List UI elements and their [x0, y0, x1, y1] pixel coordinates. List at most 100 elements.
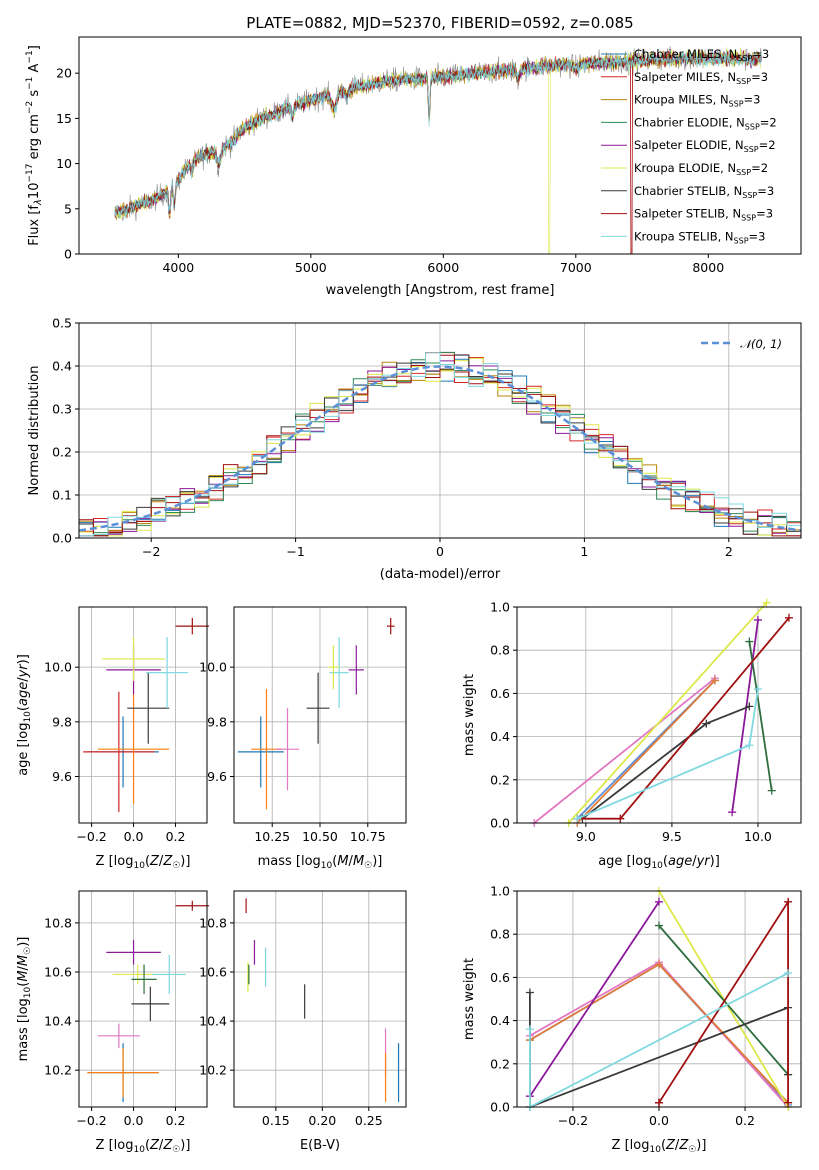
y-tick-label: 9.6 [52, 769, 72, 784]
legend-entry: Salpeter MILES, NSSP=3 [634, 70, 768, 86]
legend-nssp: =3 [744, 93, 761, 107]
weight-marker [753, 685, 762, 694]
y-tick-label: 10 [56, 156, 72, 171]
weight-marker [784, 1098, 793, 1107]
x-axis-label: Z [log10(Z/Z☉)] [96, 854, 191, 871]
legend-entry: Kroupa ELODIE, NSSP=2 [634, 161, 768, 177]
y-axis-label: age [log10(age/yr)] [16, 654, 33, 776]
legend-entry: Chabrier STELIB, NSSP=3 [634, 184, 774, 200]
y-tick-label: 10.6 [199, 965, 227, 980]
y-axis-label: mass [log10(M/M☉)] [16, 937, 33, 1062]
x-tick-label: 10.75 [350, 829, 386, 844]
weight-line-2 [576, 679, 716, 824]
y-tick-label: 1.0 [490, 600, 510, 615]
x-tick-label: 4000 [162, 260, 194, 275]
weight-line-4 [529, 901, 660, 1097]
x-tick-label: 0.2 [166, 829, 186, 844]
x-tick-label: −1 [286, 544, 304, 559]
x-tick-label: 0.20 [308, 1113, 336, 1128]
weight-marker [745, 702, 754, 711]
weight-marker [745, 637, 754, 646]
y-tick-label: 20 [56, 66, 72, 81]
legend-nssp: =3 [752, 47, 769, 61]
x-tick-label: 2 [725, 544, 733, 559]
weight-marker [655, 960, 663, 969]
y-tick-label: 0.0 [490, 1100, 510, 1115]
weight-line-5 [748, 641, 773, 791]
legend-subscript: SSP [742, 191, 757, 200]
weight-marker [655, 897, 663, 906]
legend-label: Kroupa STELIB, N [634, 229, 734, 243]
y-tick-label: 0.6 [490, 686, 510, 701]
x-tick-label: 0.15 [262, 1113, 290, 1128]
histograms [79, 351, 801, 537]
x-tick-label: 10.50 [302, 829, 338, 844]
legend-subscript: SSP [745, 122, 760, 131]
weight-line-7 [658, 898, 789, 1104]
y-tick-label: 5 [64, 201, 72, 216]
weight-line-4 [731, 619, 759, 813]
y-tick-label: 0.2 [490, 772, 510, 787]
legend-nssp: =3 [751, 70, 768, 84]
legend-entry: Chabrier ELODIE, NSSP=2 [634, 115, 777, 131]
weight-marker [655, 921, 663, 930]
x-tick-label: 10.0 [744, 829, 772, 844]
legend-nssp: =2 [759, 138, 776, 152]
y-tick-label: 0.0 [52, 531, 72, 546]
weight-marker [525, 1025, 534, 1034]
y-tick-label: 0.4 [52, 359, 72, 374]
y-tick-label: 0 [64, 247, 72, 262]
x-axis-label: age [log10(age/yr)] [598, 854, 720, 871]
legend-subscript: SSP [737, 54, 752, 63]
legend-label: Chabrier MILES, N [634, 47, 737, 61]
legend-nssp: =2 [760, 115, 777, 129]
legend-label: Kroupa ELODIE, N [634, 161, 736, 175]
weight-marker [767, 786, 776, 795]
legend-subscript: SSP [741, 214, 756, 223]
y-tick-label: 9.8 [207, 714, 227, 729]
weight-marker [753, 615, 762, 624]
x-tick-label: 0.0 [124, 829, 144, 844]
x-tick-label: 9.0 [576, 829, 596, 844]
x-tick-label: 0.2 [735, 1113, 755, 1128]
x-tick-label: 9.5 [662, 829, 682, 844]
legend-entry: Salpeter STELIB, NSSP=3 [634, 207, 773, 223]
weight-marker [762, 598, 771, 607]
legend-subscript: SSP [744, 145, 759, 154]
weight-line-6 [581, 705, 750, 820]
weight-line-3 [567, 602, 768, 824]
x-tick-label: −0.2 [558, 1113, 588, 1128]
legend-label: Salpeter ELODIE, N [634, 138, 744, 152]
legend-nssp: =3 [757, 184, 774, 198]
x-tick-label: −0.2 [76, 1113, 106, 1128]
legend-entry: Salpeter ELODIE, NSSP=2 [634, 138, 776, 154]
weight-marker [616, 814, 625, 823]
legend-nssp: =2 [751, 161, 768, 175]
x-tick-label: 5000 [295, 260, 327, 275]
y-tick-label: 0.1 [52, 488, 72, 503]
axes-frame [78, 36, 802, 255]
y-tick-label: 10.0 [44, 660, 72, 675]
y-axis-label: Normed distribution [27, 366, 42, 496]
x-axis-label: wavelength [Angstrom, rest frame] [326, 283, 555, 298]
x-tick-label: 10.25 [254, 829, 290, 844]
x-tick-label: 6000 [427, 260, 459, 275]
weight-marker [784, 897, 793, 906]
y-tick-label: 10.2 [44, 1063, 72, 1078]
y-tick-label: 0.4 [490, 1013, 510, 1028]
legend-subscript: SSP [734, 236, 749, 245]
x-tick-label: 1 [580, 544, 588, 559]
y-tick-label: 9.6 [207, 769, 227, 784]
weight-marker [573, 814, 582, 823]
x-tick-label: −2 [142, 544, 160, 559]
y-axis-label: mass weight [462, 958, 477, 1040]
legend-nssp: =3 [749, 229, 766, 243]
x-tick-label: 0.0 [649, 1113, 669, 1128]
legend-entry: 𝒩(0, 1) [740, 337, 782, 351]
weight-marker [784, 969, 793, 978]
axes-frame [78, 606, 208, 824]
model-spectrum-8 [114, 50, 762, 219]
axes-frame [516, 606, 802, 824]
weight-line-7 [577, 617, 790, 820]
y-tick-label: 10.6 [44, 965, 72, 980]
